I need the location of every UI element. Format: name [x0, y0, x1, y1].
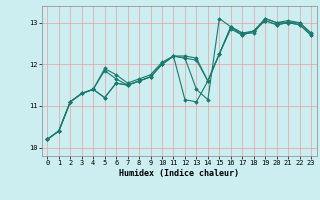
X-axis label: Humidex (Indice chaleur): Humidex (Indice chaleur) [119, 169, 239, 178]
